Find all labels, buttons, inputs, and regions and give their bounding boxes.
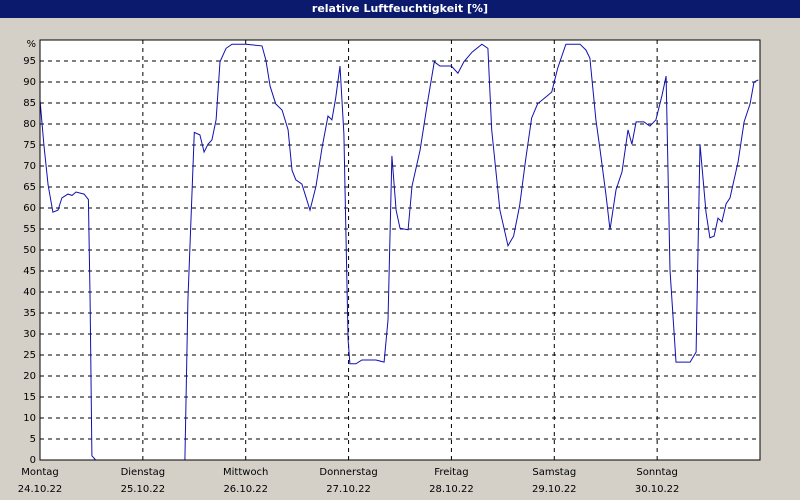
y-tick-label: 25 <box>23 350 36 361</box>
x-tick-label: Mittwoch <box>223 467 268 478</box>
y-tick-label: 85 <box>23 98 36 109</box>
y-tick-label: 30 <box>23 329 36 340</box>
x-tick-date: 24.10.22 <box>18 484 63 495</box>
data-line <box>39 43 759 461</box>
x-tick-date: 30.10.22 <box>635 484 680 495</box>
x-tick-date: 27.10.22 <box>326 484 371 495</box>
y-tick-label: 70 <box>23 161 36 172</box>
x-tick-label: Donnerstag <box>319 467 377 478</box>
y-tick-label: 0 <box>30 455 36 466</box>
y-tick-label: 75 <box>23 140 36 151</box>
chart-title: relative Luftfeuchtigkeit [%] <box>312 2 488 15</box>
x-tick-date: 28.10.22 <box>429 484 474 495</box>
y-tick-label: 40 <box>23 287 36 298</box>
y-tick-label: 80 <box>23 119 36 130</box>
x-tick-date: 25.10.22 <box>121 484 166 495</box>
y-tick-label: 45 <box>23 266 36 277</box>
y-tick-label: 95 <box>23 56 36 67</box>
y-tick-label: 50 <box>23 245 36 256</box>
y-tick-label: 60 <box>23 203 36 214</box>
title-bar <box>0 0 800 18</box>
x-tick-label: Dienstag <box>121 467 166 478</box>
x-tick-label: Sonntag <box>636 467 678 478</box>
y-tick-label: 15 <box>23 392 36 403</box>
x-tick-label: Freitag <box>434 467 468 478</box>
y-tick-label: 55 <box>23 224 36 235</box>
y-tick-label: % <box>26 39 36 50</box>
plot-border <box>39 39 761 461</box>
x-tick-label: Samstag <box>532 467 576 478</box>
x-tick-date: 26.10.22 <box>223 484 268 495</box>
y-tick-label: 10 <box>23 413 36 424</box>
x-tick-date: 29.10.22 <box>532 484 577 495</box>
y-tick-label: 35 <box>23 308 36 319</box>
y-tick-label: 20 <box>23 371 36 382</box>
y-tick-label: 65 <box>23 182 36 193</box>
y-tick-label: 5 <box>30 434 36 445</box>
y-tick-label: 90 <box>23 77 36 88</box>
x-tick-label: Montag <box>21 467 58 478</box>
